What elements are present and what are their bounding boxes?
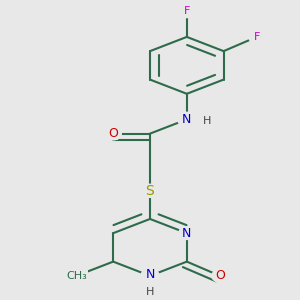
Circle shape — [179, 5, 195, 18]
Text: H: H — [203, 116, 212, 126]
Circle shape — [249, 31, 265, 43]
Text: CH₃: CH₃ — [66, 271, 87, 281]
Circle shape — [141, 269, 159, 283]
Circle shape — [105, 128, 121, 140]
Text: H: H — [146, 287, 154, 297]
Text: F: F — [254, 32, 260, 42]
Circle shape — [65, 267, 87, 284]
Text: N: N — [145, 268, 155, 281]
Circle shape — [179, 227, 195, 239]
Text: O: O — [215, 269, 225, 282]
Circle shape — [178, 112, 196, 127]
Circle shape — [212, 270, 228, 282]
Circle shape — [142, 184, 158, 197]
Text: O: O — [108, 127, 118, 140]
Text: N: N — [182, 113, 191, 126]
Text: F: F — [184, 6, 190, 16]
Text: N: N — [182, 227, 191, 240]
Text: S: S — [146, 184, 154, 197]
